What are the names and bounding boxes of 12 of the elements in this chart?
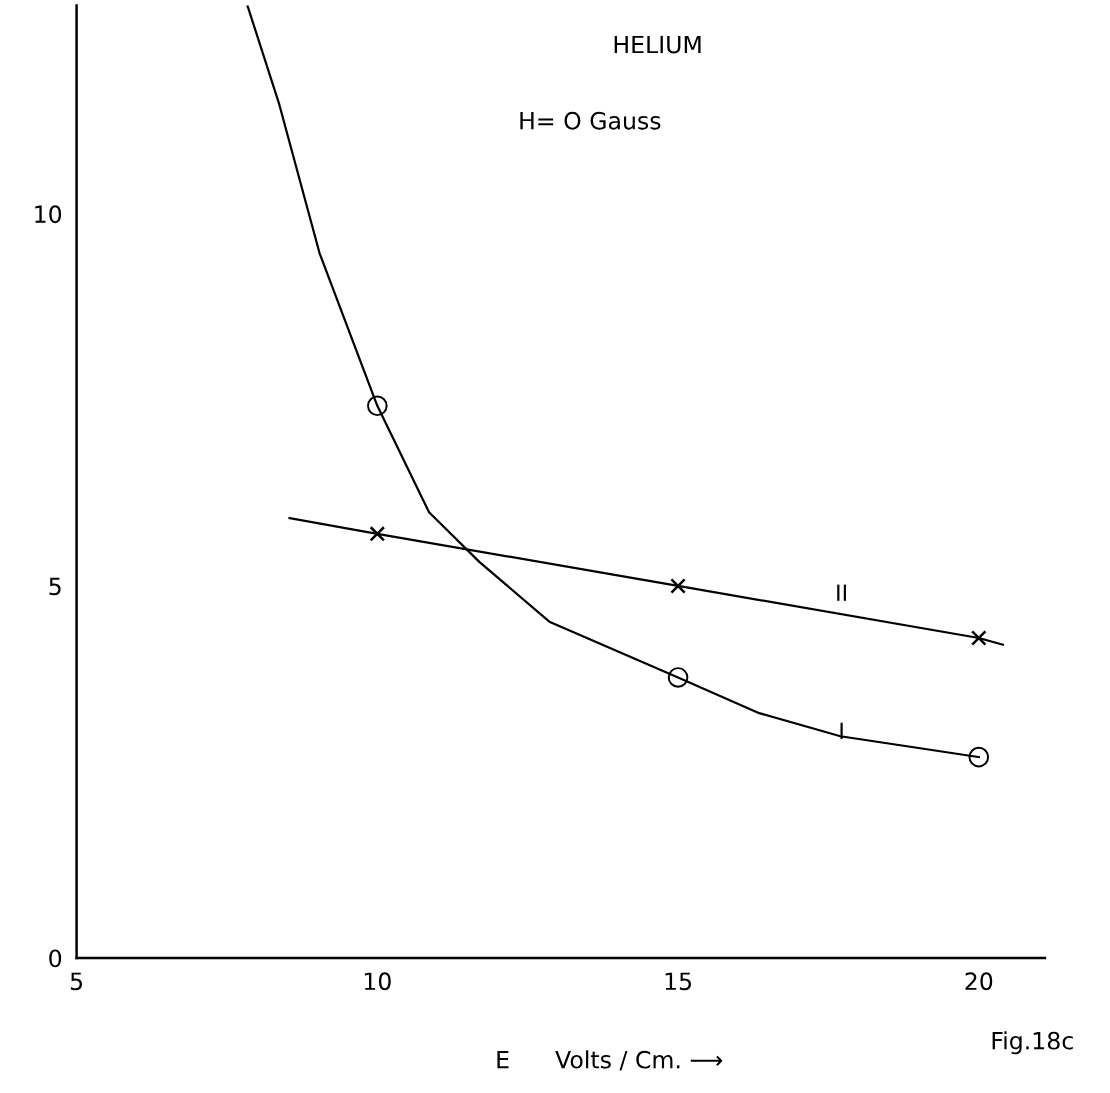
text: HELIUM <box>614 35 701 54</box>
x-tick-label: 10 <box>364 972 391 991</box>
annotation: II <box>837 584 846 601</box>
caption: Fig.18c <box>992 1031 1073 1055</box>
text: H= O Gauss <box>520 111 661 130</box>
x-tick-label: 5 <box>70 972 83 991</box>
x-tick-label: 15 <box>665 972 692 991</box>
y-tick-label: 0 <box>49 949 62 968</box>
x-tick-label: 20 <box>965 972 993 991</box>
y-tick-label: 5 <box>49 577 61 596</box>
y-tick-label: 10 <box>35 205 62 224</box>
x-axis-title: E Volts / Cm. ⟶ <box>497 1050 723 1071</box>
